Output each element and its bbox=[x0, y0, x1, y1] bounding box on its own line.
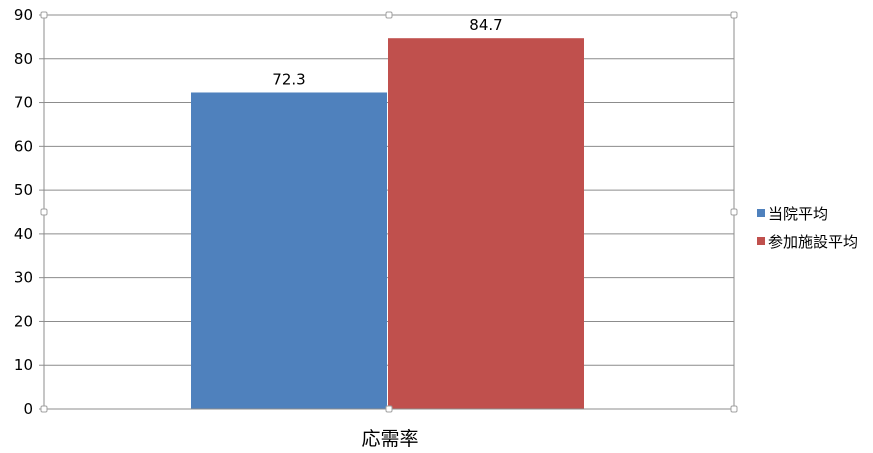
data-labels: 72.3 84.7 bbox=[272, 16, 502, 88]
data-label: 84.7 bbox=[469, 16, 502, 34]
y-tick-label: 80 bbox=[14, 50, 33, 68]
y-tick-labels: 0 10 20 30 40 50 60 70 80 90 bbox=[14, 6, 33, 418]
resize-handle[interactable] bbox=[40, 11, 48, 19]
resize-handle[interactable] bbox=[385, 11, 393, 19]
legend-swatch bbox=[757, 237, 765, 245]
bar-2 bbox=[388, 38, 584, 410]
x-category-label: 応需率 bbox=[361, 428, 418, 450]
resize-handle[interactable] bbox=[730, 208, 738, 216]
y-tick-label: 70 bbox=[14, 94, 33, 112]
y-tick-label: 60 bbox=[14, 137, 33, 155]
legend-swatch bbox=[757, 209, 765, 217]
bars bbox=[191, 38, 584, 410]
resize-handle[interactable] bbox=[40, 208, 48, 216]
selection-handles[interactable] bbox=[40, 11, 738, 413]
y-tick-label: 50 bbox=[14, 181, 33, 199]
y-tick-label: 10 bbox=[14, 356, 33, 374]
resize-handle[interactable] bbox=[40, 405, 48, 413]
legend-label: 当院平均 bbox=[768, 205, 828, 223]
y-tick-label: 40 bbox=[14, 225, 33, 243]
y-tick-label: 30 bbox=[14, 269, 33, 287]
resize-handle[interactable] bbox=[730, 11, 738, 19]
bar-1 bbox=[191, 92, 387, 409]
y-tick-label: 90 bbox=[14, 6, 33, 24]
y-tick-label: 0 bbox=[23, 400, 33, 418]
resize-handle[interactable] bbox=[385, 405, 393, 413]
resize-handle[interactable] bbox=[730, 405, 738, 413]
y-tick-label: 20 bbox=[14, 312, 33, 330]
data-label: 72.3 bbox=[272, 70, 305, 88]
legend-label: 参加施設平均 bbox=[768, 233, 858, 251]
